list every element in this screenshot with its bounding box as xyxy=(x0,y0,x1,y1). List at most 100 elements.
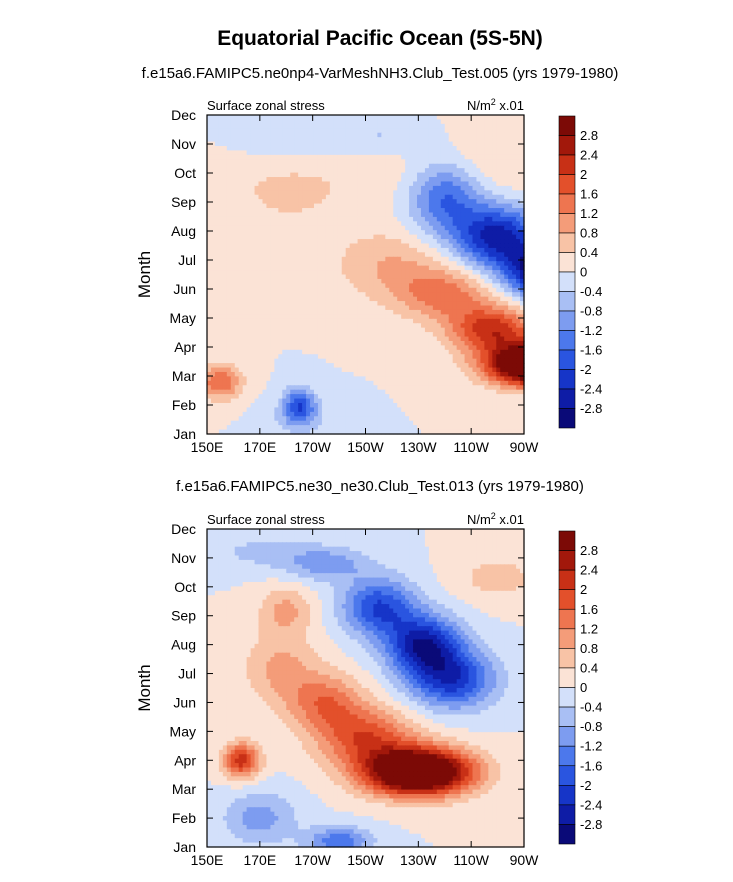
heatmap-cell xyxy=(329,354,335,360)
heatmap-cell xyxy=(464,225,470,231)
heatmap-cell xyxy=(238,363,244,369)
heatmap-cell xyxy=(472,332,478,338)
heatmap-cell xyxy=(472,367,478,373)
heatmap-cell xyxy=(234,274,240,280)
heatmap-cell xyxy=(476,380,482,386)
heatmap-cell xyxy=(397,163,402,169)
heatmap-cell xyxy=(369,225,375,231)
heatmap-cell xyxy=(512,261,517,267)
heatmap-cell xyxy=(258,234,264,240)
heatmap-cell xyxy=(238,212,244,218)
heatmap-cell xyxy=(476,305,482,311)
heatmap-cell xyxy=(210,194,216,200)
heatmap-cell xyxy=(274,327,279,333)
heatmap-cell xyxy=(258,380,264,386)
heatmap-cell xyxy=(310,371,315,377)
heatmap-cell xyxy=(504,212,509,218)
heatmap-cell xyxy=(428,221,434,227)
heatmap-cell xyxy=(432,185,438,191)
heatmap-cell xyxy=(270,371,275,377)
heatmap-cell xyxy=(306,154,311,160)
heatmap-cell xyxy=(234,336,240,342)
heatmap-cell xyxy=(504,141,509,147)
heatmap-cell xyxy=(480,216,485,222)
heatmap-cell xyxy=(313,323,319,329)
heatmap-cell xyxy=(337,376,343,382)
heatmap-cell xyxy=(369,340,375,346)
heatmap-cell xyxy=(207,296,212,302)
heatmap-cell xyxy=(484,327,489,333)
heatmap-cell xyxy=(286,154,291,160)
heatmap-cell xyxy=(385,234,390,240)
heatmap-cell xyxy=(218,283,224,289)
heatmap-cell xyxy=(317,159,323,165)
heatmap-cell xyxy=(377,349,382,355)
heatmap-cell xyxy=(266,119,271,125)
heatmap-cell xyxy=(460,265,466,271)
heatmap-cell xyxy=(246,159,252,165)
heatmap-cell xyxy=(278,239,283,245)
heatmap-cell xyxy=(258,128,264,134)
heatmap-cell xyxy=(298,247,303,253)
heatmap-cell xyxy=(254,385,260,391)
heatmap-cell xyxy=(520,340,525,346)
heatmap-cell xyxy=(207,265,212,271)
heatmap-cell xyxy=(329,221,335,227)
heatmap-cell xyxy=(488,154,493,160)
heatmap-cell xyxy=(226,287,232,293)
heatmap-cell xyxy=(345,349,351,355)
heatmap-cell xyxy=(294,354,299,360)
heatmap-cell xyxy=(226,119,232,125)
heatmap-cell xyxy=(420,358,426,364)
heatmap-cell xyxy=(246,309,252,315)
heatmap-cell xyxy=(428,296,434,302)
heatmap-cell xyxy=(397,385,402,391)
heatmap-cell xyxy=(345,354,351,360)
heatmap-cell xyxy=(294,278,299,284)
heatmap-cell xyxy=(242,252,248,258)
heatmap-cell xyxy=(428,163,434,169)
heatmap-cell xyxy=(357,270,363,276)
heatmap-cell xyxy=(385,323,390,329)
heatmap-cell xyxy=(401,208,406,214)
heatmap-cell xyxy=(270,137,275,143)
heatmap-cell xyxy=(401,247,406,253)
heatmap-cell xyxy=(448,230,454,236)
heatmap-cell xyxy=(500,243,505,249)
heatmap-cell xyxy=(345,172,351,178)
heatmap-cell xyxy=(452,278,458,284)
heatmap-cell xyxy=(226,363,232,369)
heatmap-cell xyxy=(361,296,367,302)
heatmap-cell xyxy=(246,137,252,143)
heatmap-cell xyxy=(520,212,525,218)
heatmap-cell xyxy=(436,190,442,196)
heatmap-cell xyxy=(381,159,386,165)
heatmap-cell xyxy=(298,190,303,196)
heatmap-cell xyxy=(294,296,299,302)
heatmap-cell xyxy=(476,159,482,165)
heatmap-cell xyxy=(484,363,489,369)
heatmap-cell xyxy=(413,225,418,231)
heatmap-cell xyxy=(520,336,525,342)
heatmap-cell xyxy=(456,159,462,165)
heatmap-cell xyxy=(377,128,382,134)
heatmap-cell xyxy=(512,292,517,298)
heatmap-cell xyxy=(242,172,248,178)
heatmap-cell xyxy=(258,212,264,218)
heatmap-cell xyxy=(266,358,271,364)
heatmap-cell xyxy=(405,380,410,386)
heatmap-cell xyxy=(464,123,470,129)
heatmap-cell xyxy=(520,332,525,338)
heatmap-cell xyxy=(472,199,478,205)
heatmap-cell xyxy=(452,314,458,320)
heatmap-cell xyxy=(476,243,482,249)
heatmap-cell xyxy=(361,115,367,121)
heatmap-cell xyxy=(381,243,386,249)
heatmap-cell xyxy=(270,327,275,333)
heatmap-cell xyxy=(310,340,315,346)
heatmap-cell xyxy=(234,234,240,240)
heatmap-cell xyxy=(345,190,351,196)
heatmap-cell xyxy=(250,314,256,320)
heatmap-cell xyxy=(448,225,454,231)
heatmap-cell xyxy=(381,185,386,191)
